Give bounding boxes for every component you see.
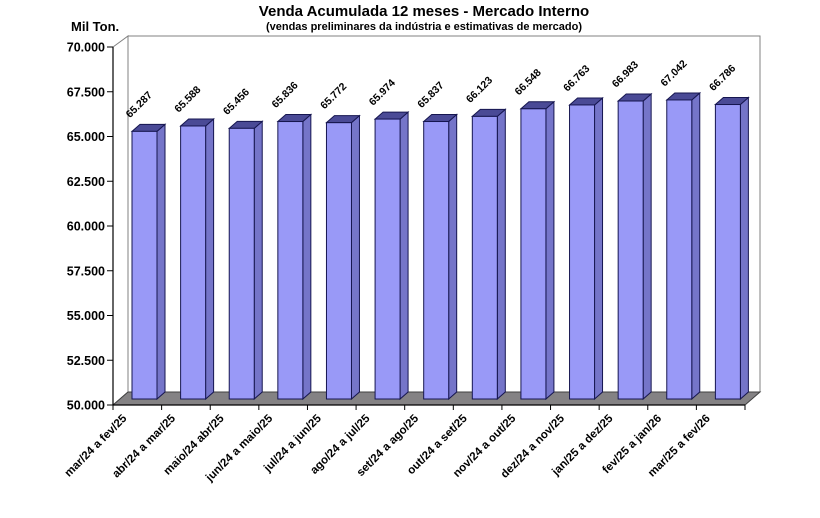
bar [569,104,596,400]
y-axis-tick-label: 67.500 [67,85,105,99]
bar [666,99,693,400]
bar-side-face [156,123,166,401]
chart-title: Venda Acumulada 12 meses - Mercado Inter… [258,3,590,20]
bar [180,125,207,400]
bar-side-face [739,96,749,401]
bar-side-face [496,108,506,401]
bar-side-face [302,113,312,401]
bar [617,100,644,400]
y-axis-title: Mil Ton. [71,19,120,34]
bar-side-face [399,110,409,401]
bar [423,121,450,400]
y-axis-tick-label: 57.500 [67,264,105,278]
bar [131,130,158,400]
bar-side-face [350,114,360,401]
y-axis-tick-label: 52.500 [67,354,105,368]
wall-left [112,35,129,407]
y-axis-tick-label: 55.000 [67,309,105,323]
bar [374,118,401,400]
bar [714,104,741,400]
y-axis-tick-label: 62.500 [67,175,105,189]
chart-subtitle: (vendas preliminares da indústria e esti… [265,21,583,33]
bar [325,122,352,400]
bar [520,108,547,400]
y-axis-tick-label: 60.000 [67,220,105,234]
bar-side-face [642,92,652,401]
y-axis-tick-label: 65.000 [67,130,105,144]
y-axis-tick-label: 70.000 [67,41,105,55]
bar-side-face [448,113,458,401]
bar-side-face [253,120,263,401]
y-axis-tick-label: 50.000 [67,399,105,413]
bar-side-face [205,117,215,401]
bar-side-face [545,100,555,401]
bar-side-face [691,91,701,401]
bar [228,127,255,400]
bar-side-face [594,96,604,401]
bar [277,121,304,400]
bar [471,115,498,400]
